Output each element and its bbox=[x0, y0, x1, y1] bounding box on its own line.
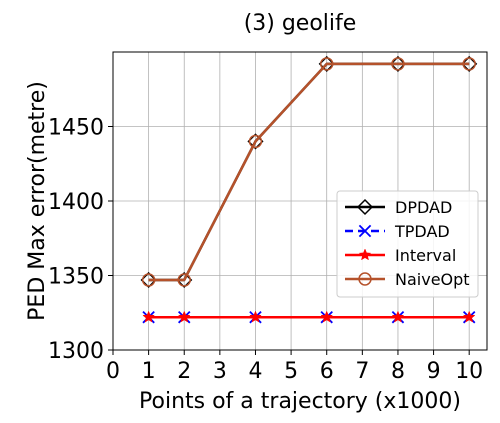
x-tick-label: 0 bbox=[106, 359, 120, 384]
y-tick-label: 1400 bbox=[48, 190, 104, 215]
y-axis-label: PED Max error(metre) bbox=[25, 81, 50, 321]
x-tick-label: 3 bbox=[213, 359, 227, 384]
x-axis-label: Points of a trajectory (x1000) bbox=[139, 389, 461, 414]
legend-label: DPDAD bbox=[395, 198, 452, 217]
series-interval bbox=[143, 311, 475, 322]
y-tick-label: 1300 bbox=[48, 339, 104, 364]
x-tick-label: 5 bbox=[284, 359, 298, 384]
x-tick-label: 2 bbox=[177, 359, 191, 384]
x-tick-label: 7 bbox=[355, 359, 369, 384]
legend-label: TPDAD bbox=[394, 222, 450, 241]
y-tick-label: 1450 bbox=[48, 116, 104, 141]
x-tick-label: 1 bbox=[142, 359, 156, 384]
legend: DPDAD TPDAD Interval NaiveOpt bbox=[337, 191, 478, 297]
x-tick-label: 8 bbox=[391, 359, 405, 384]
x-tick-label: 4 bbox=[248, 359, 262, 384]
x-tick-label: 9 bbox=[427, 359, 441, 384]
x-tick-label: 6 bbox=[320, 359, 334, 384]
y-tick-label: 1350 bbox=[48, 265, 104, 290]
legend-label: NaiveOpt bbox=[395, 270, 470, 289]
chart-title: (3) geolife bbox=[244, 11, 357, 36]
x-tick-label: 10 bbox=[455, 359, 483, 384]
legend-label: Interval bbox=[395, 246, 456, 265]
